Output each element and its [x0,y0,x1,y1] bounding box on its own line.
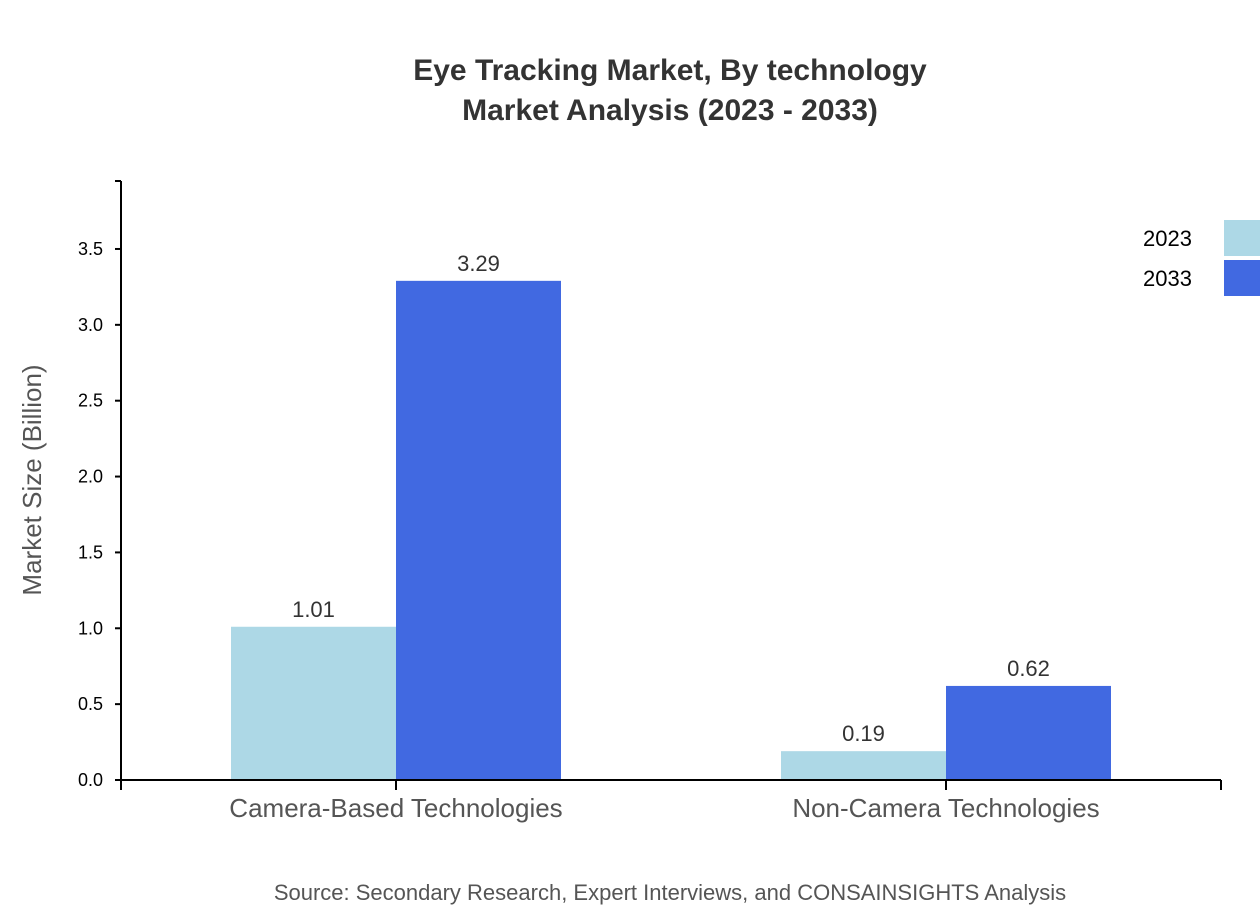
legend-swatch-2023 [1224,220,1260,256]
bar-2033-1 [946,685,1111,780]
y-tick-label: 2.5 [78,391,103,411]
y-tick-label: 1.5 [78,542,103,562]
bar-2023-1 [781,751,946,780]
legend-swatch-2033 [1224,260,1260,296]
data-label: 0.19 [842,721,885,746]
y-tick-label: 0.0 [78,770,103,790]
y-tick-label: 3.0 [78,315,103,335]
x-tick-label: Camera-Based Technologies [229,793,562,823]
source-note: Source: Secondary Research, Expert Inter… [274,880,1066,905]
chart-title-line-1: Eye Tracking Market, By technology [413,54,927,87]
bar-2023-0 [231,626,396,780]
data-label: 3.29 [457,251,500,276]
data-label: 0.62 [1007,656,1050,681]
bar-2033-0 [396,280,561,780]
y-axis-label: Market Size (Billion) [17,364,47,595]
legend-label: 2033 [1143,266,1192,291]
data-label: 1.01 [292,597,335,622]
chart-title-line-2: Market Analysis (2023 - 2033) [462,94,878,127]
y-tick-label: 3.5 [78,239,103,259]
x-tick-label: Non-Camera Technologies [792,793,1099,823]
legend-label: 2023 [1143,226,1192,251]
y-tick-label: 2.0 [78,467,103,487]
y-tick-label: 0.5 [78,694,103,714]
y-tick-label: 1.0 [78,618,103,638]
